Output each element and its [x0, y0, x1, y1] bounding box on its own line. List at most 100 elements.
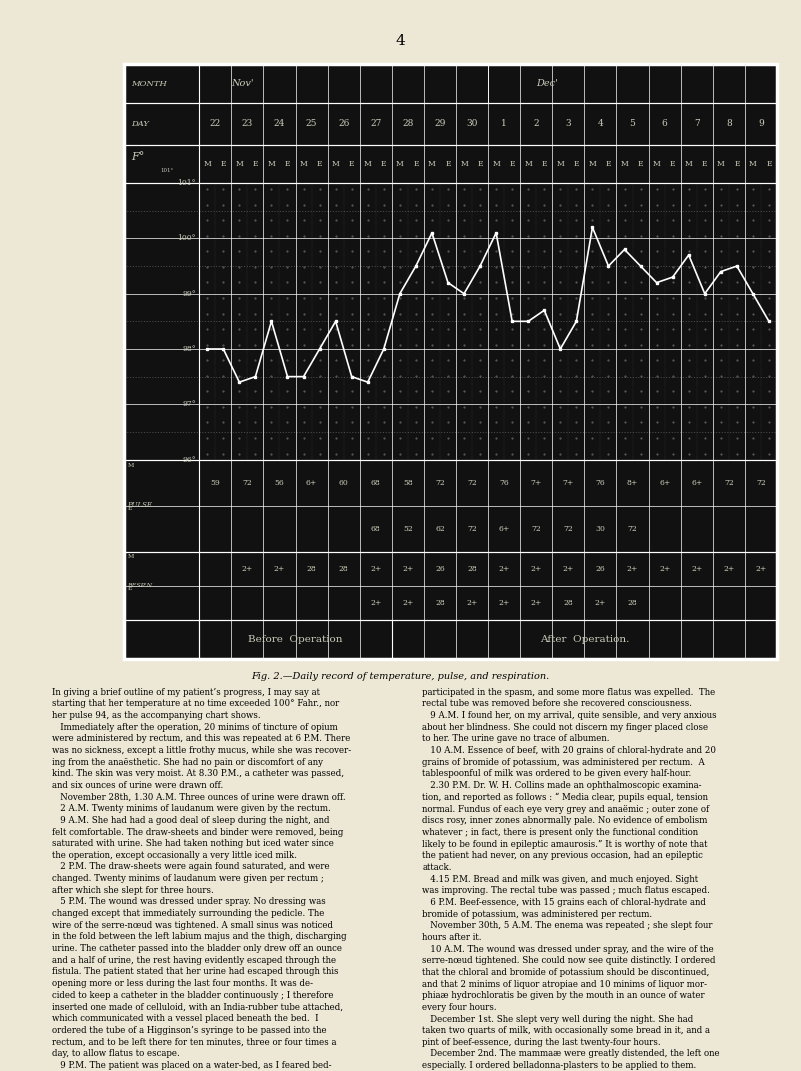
Text: M: M [525, 160, 532, 168]
Text: In giving a brief outline of my patient’s progress, I may say at
starting that h: In giving a brief outline of my patient’… [52, 688, 352, 1071]
Text: 8+: 8+ [627, 479, 638, 486]
Text: E: E [574, 160, 579, 168]
Text: 8: 8 [726, 119, 731, 129]
Text: 2+: 2+ [595, 599, 606, 607]
Text: 72: 72 [243, 479, 252, 486]
Text: 58: 58 [403, 479, 413, 486]
Text: 27: 27 [370, 119, 381, 129]
Text: 22: 22 [210, 119, 221, 129]
Text: E: E [541, 160, 547, 168]
Text: 98°: 98° [183, 345, 196, 353]
Text: 9: 9 [758, 119, 764, 129]
Text: M: M [268, 160, 276, 168]
Text: E: E [284, 160, 290, 168]
Text: M: M [127, 554, 134, 559]
Text: 68: 68 [371, 525, 380, 532]
Text: 72: 72 [628, 525, 638, 532]
Text: M: M [557, 160, 564, 168]
Text: 2+: 2+ [530, 564, 541, 573]
Text: E: E [734, 160, 739, 168]
Text: 76: 76 [499, 479, 509, 486]
Text: 72: 72 [531, 525, 541, 532]
Text: 1: 1 [501, 119, 507, 129]
Text: E: E [317, 160, 322, 168]
Text: E: E [220, 160, 226, 168]
Text: 28: 28 [628, 599, 638, 607]
Text: 56: 56 [275, 479, 284, 486]
Text: M: M [589, 160, 596, 168]
Text: E: E [509, 160, 515, 168]
Text: 97°: 97° [183, 401, 196, 408]
Text: 4: 4 [396, 34, 405, 48]
Text: 72: 72 [467, 525, 477, 532]
Text: 7: 7 [694, 119, 699, 129]
Text: 2+: 2+ [498, 599, 509, 607]
Text: 76: 76 [596, 479, 606, 486]
Text: 2+: 2+ [402, 599, 413, 607]
Text: 2+: 2+ [530, 599, 541, 607]
Text: 99°: 99° [183, 289, 196, 298]
Text: M: M [749, 160, 757, 168]
Text: 72: 72 [756, 479, 766, 486]
Text: M: M [685, 160, 693, 168]
Text: M: M [460, 160, 468, 168]
Text: M: M [364, 160, 372, 168]
Text: 28: 28 [307, 564, 316, 573]
Text: 62: 62 [435, 525, 445, 532]
Text: 59: 59 [211, 479, 220, 486]
Text: E: E [477, 160, 483, 168]
Text: 7+: 7+ [530, 479, 541, 486]
Text: 2+: 2+ [242, 564, 253, 573]
Text: 6+: 6+ [306, 479, 317, 486]
Text: 28: 28 [339, 564, 348, 573]
Text: M: M [493, 160, 500, 168]
Text: 5: 5 [630, 119, 635, 129]
Text: 28: 28 [467, 564, 477, 573]
Text: 30: 30 [466, 119, 477, 129]
Text: 3: 3 [566, 119, 571, 129]
Text: 28: 28 [435, 599, 445, 607]
Text: 2+: 2+ [402, 564, 413, 573]
Text: 101°: 101° [160, 168, 173, 174]
Text: 29: 29 [434, 119, 445, 129]
Text: E: E [127, 507, 132, 511]
Text: 2+: 2+ [370, 599, 381, 607]
Text: M: M [332, 160, 340, 168]
Text: 2+: 2+ [466, 599, 477, 607]
Text: 96°: 96° [183, 455, 196, 464]
Text: M: M [396, 160, 404, 168]
Text: 72: 72 [467, 479, 477, 486]
Text: M: M [235, 160, 244, 168]
Text: E: E [252, 160, 258, 168]
Text: M: M [653, 160, 661, 168]
Text: 2+: 2+ [370, 564, 381, 573]
Text: 26: 26 [596, 564, 606, 573]
Text: Fig. 2.—Daily record of temperature, pulse, and respiration.: Fig. 2.—Daily record of temperature, pul… [252, 672, 549, 680]
Text: MONTH: MONTH [131, 79, 167, 88]
Text: 72: 72 [435, 479, 445, 486]
Text: 72: 72 [563, 525, 574, 532]
Text: 4: 4 [598, 119, 603, 129]
Text: E: E [127, 587, 132, 591]
Text: 28: 28 [402, 119, 413, 129]
Text: Dec': Dec' [536, 79, 558, 88]
Text: DAY: DAY [131, 120, 148, 127]
Text: E: E [638, 160, 643, 168]
Text: 72: 72 [724, 479, 734, 486]
Text: 2+: 2+ [755, 564, 767, 573]
Text: 30: 30 [595, 525, 606, 532]
Text: M: M [621, 160, 629, 168]
Text: 6+: 6+ [659, 479, 670, 486]
Text: E: E [702, 160, 707, 168]
Text: E: E [413, 160, 419, 168]
Text: 60: 60 [339, 479, 348, 486]
Text: participated in the spasm, and some more flatus was expelled.  The
rectal tube w: participated in the spasm, and some more… [422, 688, 720, 1071]
Text: 2+: 2+ [274, 564, 285, 573]
Text: 26: 26 [435, 564, 445, 573]
Text: M: M [428, 160, 436, 168]
Text: 26: 26 [338, 119, 349, 129]
Text: M: M [127, 463, 134, 468]
Text: 2+: 2+ [659, 564, 670, 573]
Text: 101°: 101° [178, 179, 196, 187]
Text: 2+: 2+ [627, 564, 638, 573]
